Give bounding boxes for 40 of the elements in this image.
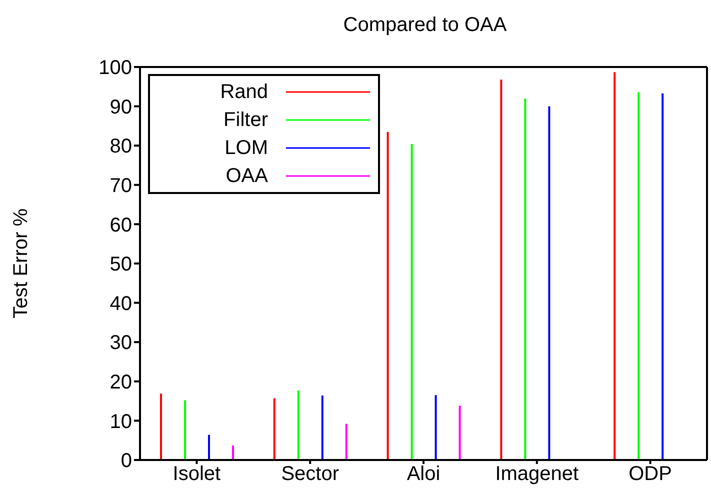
bar <box>321 396 324 460</box>
bar <box>273 398 276 460</box>
y-tick-label: 40 <box>110 292 132 315</box>
bar <box>208 434 210 460</box>
bar <box>524 98 526 460</box>
y-tick-label: 60 <box>110 214 132 236</box>
y-tick-label: 0 <box>120 450 132 472</box>
y-tick-label: 80 <box>110 136 132 158</box>
y-tick-label: 30 <box>110 332 132 354</box>
y-tick-label: 20 <box>110 372 132 394</box>
x-tick-label: Imagenet <box>495 463 580 486</box>
legend-label: OAA <box>224 164 268 188</box>
legend-label: LOM <box>224 136 268 160</box>
bar <box>410 144 413 460</box>
bar <box>434 395 437 460</box>
x-tick-label: Sector <box>281 463 340 486</box>
y-tick-label: 50 <box>110 254 132 276</box>
y-axis-title: Test Error % <box>10 208 32 319</box>
bar <box>297 390 300 460</box>
bar <box>458 406 461 460</box>
legend-label: Rand <box>219 80 268 104</box>
x-tick-label: Aloi <box>406 463 440 486</box>
y-tick-label: 10 <box>110 410 132 433</box>
bar <box>345 424 348 460</box>
bar <box>160 394 162 460</box>
bar <box>232 445 234 460</box>
bar <box>638 92 640 460</box>
x-tick-label: Isolet <box>172 463 222 486</box>
legend-label: Filter <box>222 108 268 132</box>
x-tick-label: ODP <box>628 463 672 486</box>
bar <box>184 400 186 460</box>
bar <box>662 93 664 460</box>
bar <box>500 80 502 460</box>
y-tick-label: 100 <box>98 57 132 80</box>
y-tick-label: 90 <box>110 96 132 118</box>
bar <box>548 106 550 460</box>
bar <box>614 72 616 460</box>
y-tick-label: 70 <box>110 175 132 197</box>
bar <box>386 132 389 460</box>
chart-title: Compared to OAA <box>342 14 508 37</box>
